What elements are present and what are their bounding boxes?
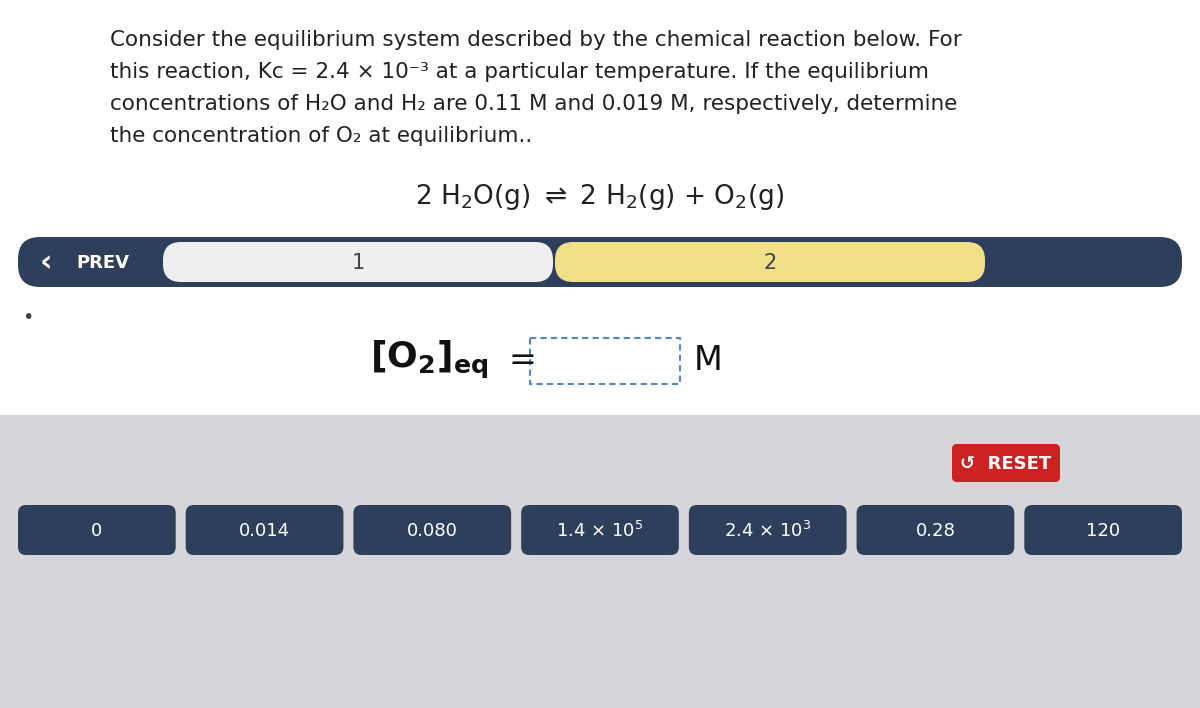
Text: PREV: PREV (76, 254, 130, 272)
Text: ↺  RESET: ↺ RESET (960, 455, 1051, 473)
Text: concentrations of H₂O and H₂ are 0.11 M and 0.019 M, respectively, determine: concentrations of H₂O and H₂ are 0.11 M … (110, 94, 958, 114)
FancyBboxPatch shape (354, 505, 511, 555)
FancyBboxPatch shape (1025, 505, 1182, 555)
FancyBboxPatch shape (18, 505, 175, 555)
FancyBboxPatch shape (18, 237, 1182, 287)
Text: M: M (694, 343, 722, 377)
Text: 2: 2 (763, 253, 776, 273)
FancyBboxPatch shape (521, 505, 679, 555)
Text: 2.4 $\times$ 10$^3$: 2.4 $\times$ 10$^3$ (724, 521, 811, 541)
Text: Consider the equilibrium system described by the chemical reaction below. For: Consider the equilibrium system describe… (110, 30, 961, 50)
Text: ‹: ‹ (40, 249, 53, 278)
FancyBboxPatch shape (163, 242, 553, 282)
Text: 1: 1 (352, 253, 365, 273)
Text: 0.080: 0.080 (407, 522, 457, 540)
FancyBboxPatch shape (530, 338, 680, 384)
FancyBboxPatch shape (186, 505, 343, 555)
Text: 120: 120 (1086, 522, 1121, 540)
Text: 0: 0 (91, 522, 102, 540)
FancyBboxPatch shape (0, 0, 1200, 415)
Text: the concentration of O₂ at equilibrium..: the concentration of O₂ at equilibrium.. (110, 126, 533, 146)
FancyBboxPatch shape (554, 242, 985, 282)
FancyBboxPatch shape (952, 444, 1060, 482)
FancyBboxPatch shape (857, 505, 1014, 555)
Text: =: = (508, 345, 536, 377)
FancyBboxPatch shape (689, 505, 846, 555)
Text: $\mathbf{[O_2]_{eq}}$: $\mathbf{[O_2]_{eq}}$ (370, 339, 488, 381)
Text: 2 H$_2$O(g) $\rightleftharpoons$ 2 H$_2$(g) + O$_2$(g): 2 H$_2$O(g) $\rightleftharpoons$ 2 H$_2$… (415, 182, 785, 212)
Text: •: • (22, 308, 34, 327)
FancyBboxPatch shape (0, 415, 1200, 708)
Text: this reaction, Kc = 2.4 × 10⁻³ at a particular temperature. If the equilibrium: this reaction, Kc = 2.4 × 10⁻³ at a part… (110, 62, 929, 82)
Text: 0.28: 0.28 (916, 522, 955, 540)
Text: 1.4 $\times$ 10$^5$: 1.4 $\times$ 10$^5$ (557, 521, 643, 541)
Text: 0.014: 0.014 (239, 522, 290, 540)
